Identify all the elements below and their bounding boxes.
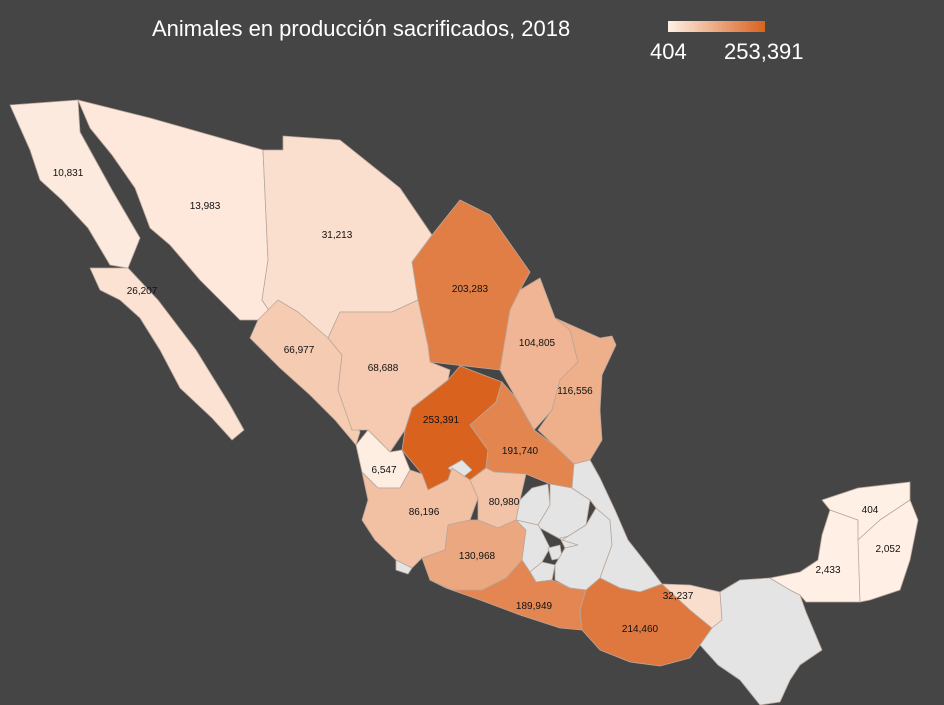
value-label-jalisco: 86,196 [409, 507, 440, 518]
value-label-tamaulipas: 116,556 [557, 386, 593, 397]
state-colima [395, 559, 413, 575]
value-label-sonora: 13,983 [190, 201, 221, 212]
value-label-coahuila: 203,283 [452, 284, 489, 295]
state-quintana-roo [857, 499, 919, 603]
value-label-san-luis-potosi: 191,740 [502, 446, 539, 457]
state-baja-california [9, 99, 141, 269]
state-jalisco [361, 467, 479, 569]
legend-max-label: 253,391 [724, 39, 804, 64]
value-label-sinaloa: 66,977 [284, 345, 315, 356]
value-label-baja-california-sur: 26,207 [127, 286, 158, 297]
legend-min-label: 404 [650, 39, 687, 64]
value-label-campeche: 2,433 [815, 565, 840, 576]
value-label-baja-california: 10,831 [53, 168, 84, 179]
map-title: Animales en producción sacrificados, 201… [152, 16, 571, 41]
value-label-quintana-roo: 2,052 [875, 544, 900, 555]
value-label-yucatan: 404 [862, 505, 879, 516]
value-label-guerrero: 189,949 [516, 601, 553, 612]
value-label-zacatecas: 253,391 [423, 415, 460, 426]
value-label-nayarit: 6,547 [371, 465, 396, 476]
value-label-michoacan: 130,968 [459, 551, 496, 562]
legend-gradient-bar [668, 21, 765, 32]
state-baja-california-sur [89, 267, 245, 441]
state-chiapas [699, 577, 823, 705]
value-label-guanajuato: 80,980 [489, 497, 520, 508]
state-guerrero [429, 559, 587, 631]
value-label-durango: 68,688 [368, 363, 399, 374]
value-label-chihuahua: 31,213 [322, 230, 353, 241]
state-san-luis-potosi [469, 381, 575, 489]
value-label-tabasco: 32,237 [663, 591, 694, 602]
state-sinaloa [249, 299, 361, 446]
value-label-nuevo-leon: 104,805 [519, 338, 556, 349]
value-label-oaxaca: 214,460 [622, 624, 659, 635]
